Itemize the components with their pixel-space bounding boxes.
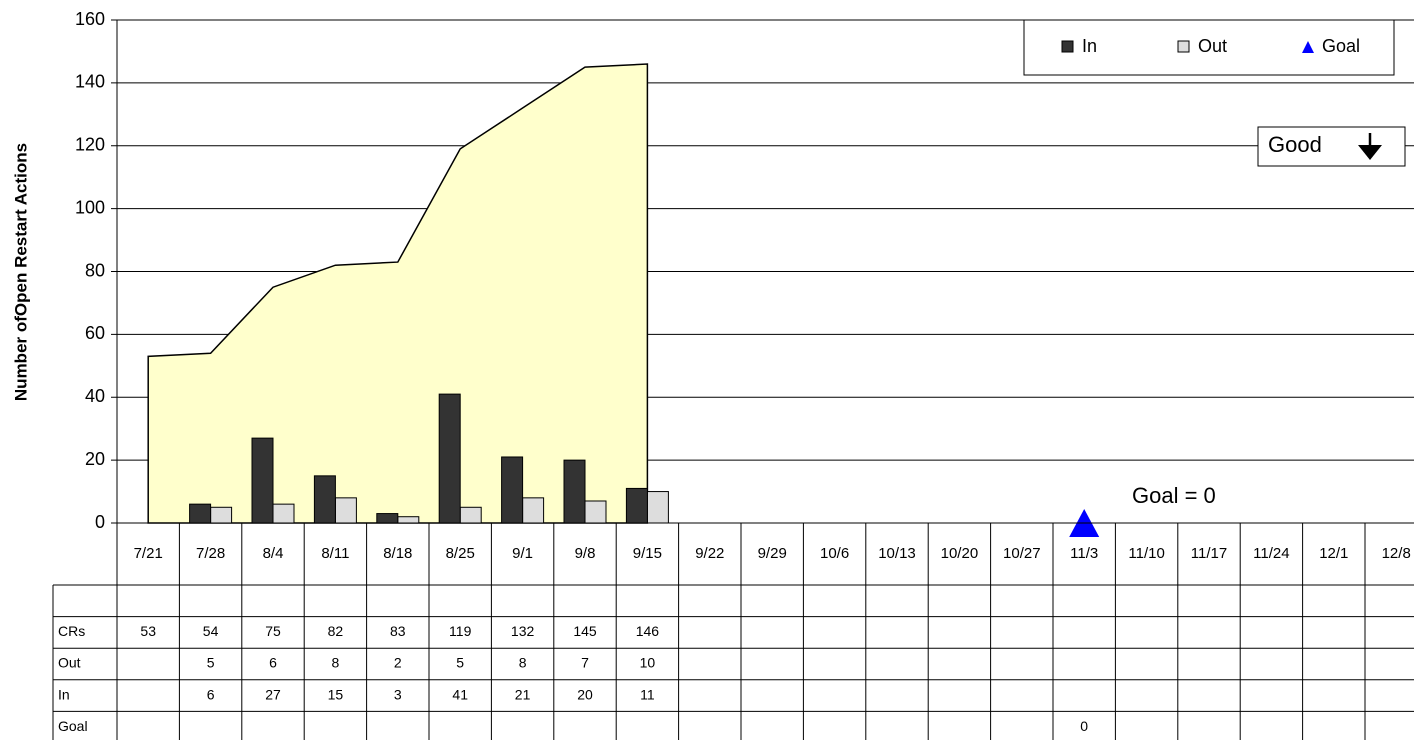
x-tick-label: 10/6 bbox=[820, 545, 849, 562]
table-cell: 5 bbox=[207, 655, 215, 671]
bar bbox=[397, 516, 420, 524]
table-cell: 83 bbox=[390, 623, 406, 639]
table-cell: 20 bbox=[577, 686, 593, 702]
x-tick-label: 8/11 bbox=[321, 545, 349, 562]
bar bbox=[625, 487, 648, 524]
bar bbox=[210, 506, 233, 524]
x-tick-label: 8/25 bbox=[446, 545, 475, 562]
bar bbox=[563, 459, 586, 524]
table-cell: 8 bbox=[332, 655, 340, 671]
bar bbox=[251, 437, 274, 524]
bar bbox=[334, 497, 357, 524]
x-tick-label: 7/21 bbox=[134, 545, 163, 562]
y-tick-label: 60 bbox=[85, 323, 105, 343]
legend-label: Goal bbox=[1322, 36, 1360, 56]
table-cell: 54 bbox=[203, 623, 219, 639]
bar bbox=[272, 503, 295, 524]
bar bbox=[459, 506, 482, 524]
x-tick-label: 10/13 bbox=[878, 545, 916, 562]
legend-swatch bbox=[1177, 40, 1190, 53]
x-tick-label: 8/18 bbox=[383, 545, 412, 562]
bar bbox=[501, 456, 524, 524]
table-cell: 5 bbox=[456, 655, 464, 671]
table-cell: 6 bbox=[207, 686, 215, 702]
table-cell: 53 bbox=[140, 623, 156, 639]
y-tick-label: 100 bbox=[75, 197, 105, 217]
legend-box bbox=[1023, 19, 1395, 76]
table-cell: 8 bbox=[519, 655, 527, 671]
table-row-label: CRs bbox=[58, 623, 85, 639]
x-tick-label: 11/3 bbox=[1070, 545, 1098, 562]
legend-label: Out bbox=[1198, 36, 1227, 56]
y-tick-label: 140 bbox=[75, 72, 105, 92]
legend-swatch bbox=[1302, 41, 1314, 53]
y-tick-label: 0 bbox=[95, 512, 105, 532]
table-cell: 82 bbox=[328, 623, 344, 639]
bar bbox=[438, 393, 461, 524]
bar bbox=[522, 497, 545, 524]
table-cell: 146 bbox=[636, 623, 660, 639]
table-row-label: Out bbox=[58, 655, 81, 671]
table-cell: 10 bbox=[640, 655, 656, 671]
table-cell: 132 bbox=[511, 623, 535, 639]
x-tick-label: 9/8 bbox=[575, 545, 596, 562]
bar bbox=[189, 503, 212, 524]
bar bbox=[584, 500, 607, 524]
x-tick-label: 7/28 bbox=[196, 545, 225, 562]
annotation: Good bbox=[1268, 132, 1322, 157]
y-axis-label: Number ofOpen Restart Actions bbox=[11, 143, 30, 401]
x-tick-label: 9/15 bbox=[633, 545, 662, 562]
y-tick-label: 20 bbox=[85, 449, 105, 469]
x-tick-label: 11/10 bbox=[1128, 545, 1164, 562]
x-tick-label: 10/20 bbox=[941, 545, 979, 562]
table-cell: 6 bbox=[269, 655, 277, 671]
good-arrow-head bbox=[1358, 145, 1382, 160]
table-cell: 27 bbox=[265, 686, 281, 702]
legend-swatch bbox=[1061, 40, 1074, 53]
table-cell: 119 bbox=[449, 623, 472, 639]
table-cell: 3 bbox=[394, 686, 402, 702]
table-cell: 15 bbox=[328, 686, 344, 702]
table-cell: 7 bbox=[581, 655, 589, 671]
area bbox=[147, 63, 649, 524]
legend: In Out Goal bbox=[1023, 19, 1395, 76]
bar bbox=[646, 491, 669, 524]
y-tick-label: 160 bbox=[75, 9, 105, 29]
bar bbox=[376, 513, 399, 524]
bar bbox=[313, 475, 336, 524]
legend-label: In bbox=[1082, 36, 1097, 56]
table-cell: 2 bbox=[394, 655, 402, 671]
x-tick-label: 8/4 bbox=[263, 545, 284, 562]
y-tick-label: 40 bbox=[85, 386, 105, 406]
x-tick-label: 11/24 bbox=[1253, 545, 1289, 562]
table-cell: 75 bbox=[265, 623, 281, 639]
table-row-label: In bbox=[58, 686, 70, 702]
table-cell: 0 bbox=[1080, 718, 1088, 734]
annotation: Goal = 0 bbox=[1132, 483, 1216, 508]
x-tick-label: 9/1 bbox=[512, 545, 533, 562]
y-tick-label: 120 bbox=[75, 135, 105, 155]
x-tick-label: 10/27 bbox=[1003, 545, 1041, 562]
table-row-label: Goal bbox=[58, 718, 88, 734]
table-cell: 145 bbox=[573, 623, 597, 639]
x-tick-label: 11/17 bbox=[1191, 545, 1227, 562]
y-tick-label: 80 bbox=[85, 260, 105, 280]
x-tick-label: 9/22 bbox=[695, 545, 724, 562]
x-tick-label: 9/29 bbox=[758, 545, 787, 562]
x-tick-label: 12/1 bbox=[1319, 545, 1348, 562]
table-cell: 41 bbox=[452, 686, 468, 702]
x-tick-label: 12/8 bbox=[1382, 545, 1411, 562]
table-cell: 11 bbox=[640, 686, 655, 702]
table-cell: 21 bbox=[515, 686, 531, 702]
